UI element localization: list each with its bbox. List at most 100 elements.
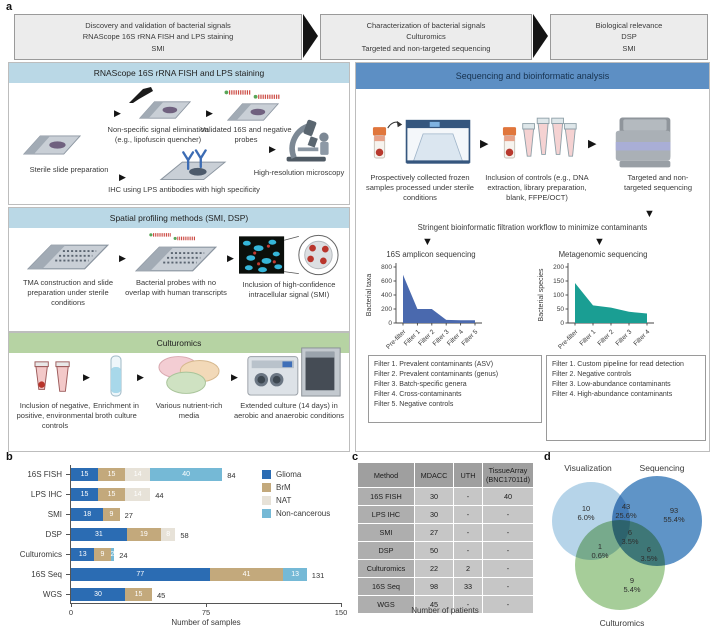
table-row: LPS IHC 30- - (358, 506, 533, 523)
svg-text:Bacterial taxa: Bacterial taxa (366, 274, 373, 317)
venn-pct: 5.4% (623, 585, 641, 595)
controls-caption: Inclusion of negative, positive, environ… (16, 401, 94, 430)
filter-item: Filter 5. Negative controls (374, 400, 454, 408)
rnascope-panel-title: RNAScope 16S rRNA FISH and LPS staining (9, 63, 349, 83)
bar-x-tick (206, 603, 207, 607)
legend-item: NAT (262, 494, 330, 507)
bar-segment: 19 (126, 528, 161, 541)
legend-item: BrM (262, 481, 330, 494)
microscope-icon (281, 115, 337, 165)
broth-tube-icon (107, 355, 125, 397)
flow-line: RNAScope 16S rRNA FISH and LPS staining (82, 32, 234, 42)
bar-segment-value: 31 (95, 531, 103, 538)
control-tubes-icon (33, 359, 75, 397)
tma-slide-probes-icon (135, 246, 217, 272)
bar-segment: 18 (71, 508, 104, 521)
bar-segment-value: 41 (242, 571, 251, 578)
bar-category-tick (66, 494, 70, 495)
table-cell: 2 (454, 560, 482, 577)
arrow-down-icon: ▼ (594, 236, 605, 248)
table-row: WGS 45- - (358, 596, 533, 613)
panel-d-label: d (544, 451, 551, 463)
culturomics-panel-title: Culturomics (9, 333, 349, 353)
flow-line: Biological relevance (595, 20, 663, 30)
bar-segment: 13 (283, 568, 307, 581)
venn-count: 43 (621, 502, 631, 511)
venn-pct: 3.5% (640, 554, 658, 564)
bar-segment: 15 (125, 588, 152, 601)
table-cell: - (454, 596, 482, 613)
table-row: 16S Seq 98 33- (358, 578, 533, 595)
petri-dishes-icon (157, 353, 221, 397)
table-method-cell: DSP (358, 542, 414, 559)
table-cell: - (454, 524, 482, 541)
smi-image-icon (239, 234, 341, 276)
table-row: DSP 50- - (358, 542, 533, 559)
bar-segment: 31 (71, 528, 127, 541)
venn-label-sequencing: Sequencing (639, 463, 685, 473)
bar-x-axis-label: Number of samples (171, 618, 241, 627)
filters-meta-box: Filter 1. Custom pipeline for read detec… (546, 355, 706, 441)
bar-total-label: 24 (119, 551, 128, 560)
table-method-cell: SMI (358, 524, 414, 541)
collected-caption: Prospectively collected frozen samples p… (366, 173, 474, 202)
legend-label: BrM (276, 483, 291, 492)
sample-vial-icon (372, 125, 387, 161)
controls-seq-caption: Inclusion of controls (e.g., DNA extract… (485, 173, 589, 202)
svg-text:Filter 3: Filter 3 (614, 328, 633, 347)
bar-segment: 77 (71, 568, 210, 581)
flow-line: DSP (621, 32, 637, 42)
arrow-right-icon: ▶ (114, 108, 121, 118)
legend-item: Non-cancerous (262, 507, 330, 520)
svg-text:400: 400 (381, 292, 392, 299)
table-header-cell: MDACC (415, 463, 453, 487)
arrow-right-icon: ▶ (480, 138, 489, 150)
venn-region-center: 6 3.5% (621, 528, 638, 547)
table-cell: - (483, 542, 533, 559)
filter-item: Filter 3. Batch-specific genera (374, 380, 467, 388)
venn-pct: 55.4% (663, 515, 685, 525)
table-cell: - (483, 578, 533, 595)
bar-segment: 2 (110, 548, 114, 561)
filter-item: Filter 2. Prevalent contaminants (genus) (374, 370, 499, 378)
extended-caption: Extended culture (14 days) in aerobic an… (233, 401, 345, 420)
table-cell: - (454, 542, 482, 559)
svg-text:Pre-filter: Pre-filter (557, 328, 580, 351)
bar-segment: 15 (71, 488, 98, 501)
bar-x-tick-label: 150 (334, 608, 348, 617)
svg-text:200: 200 (553, 264, 564, 271)
venn-pct: 25.6% (615, 511, 637, 521)
table-method-cell: WGS (358, 596, 414, 613)
flow-line: Targeted and non-targeted sequencing (361, 43, 491, 53)
curved-arrow-icon (386, 119, 404, 130)
bar-segment: 15 (71, 468, 98, 481)
svg-text:800: 800 (381, 264, 392, 271)
arrow-right-icon: ▶ (137, 372, 144, 382)
venn-count: 1 (597, 542, 603, 551)
microscopy-caption: High-resolution microscopy (253, 168, 345, 177)
table-cell: - (483, 506, 533, 523)
svg-text:100: 100 (553, 292, 564, 299)
arrow-right-icon: ▶ (119, 172, 126, 182)
sterile-slide-icon (23, 135, 81, 155)
bar-segment-value: 15 (134, 591, 143, 598)
bar-segment-value: 15 (80, 471, 89, 478)
panel-c-label: c (352, 451, 359, 463)
venn-label-culturomics: Culturomics (599, 618, 645, 628)
nonspecific-caption: Non-specific signal elimination (e.g., l… (107, 125, 209, 144)
table-cell: 30 (415, 506, 453, 523)
svg-text:Filter 1: Filter 1 (578, 328, 597, 347)
svg-text:Pre-filter: Pre-filter (385, 328, 408, 351)
table-cell: - (483, 596, 533, 613)
bacterial-probes-icon (147, 232, 199, 242)
bar-category-tick (66, 554, 70, 555)
bar-category-label: 16S FISH (27, 470, 62, 479)
flow-box-relevance: Biological relevance DSP SMI (550, 14, 708, 60)
arrow-right-icon: ▶ (588, 138, 597, 150)
table-cell: - (454, 506, 482, 523)
bar-category-tick (66, 514, 70, 515)
venn-pct: 0.6% (591, 551, 609, 561)
bar-segment: 15 (98, 468, 125, 481)
bar-segment-value: 9 (100, 551, 105, 558)
broth-caption: Enrichment in broth culture (93, 401, 139, 420)
